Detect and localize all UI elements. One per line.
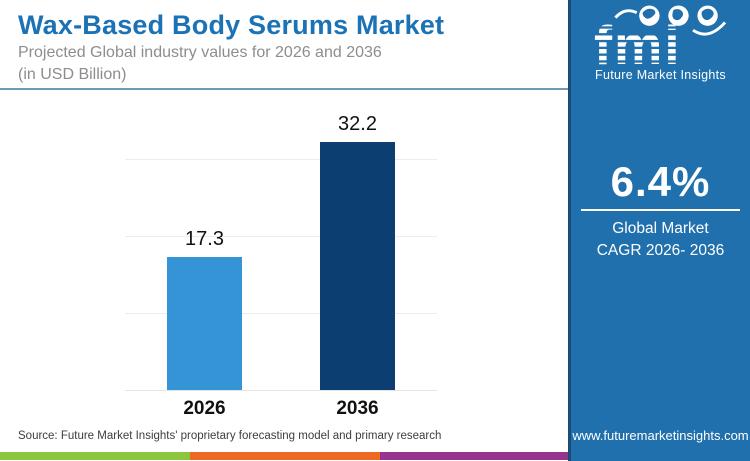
source-note: Source: Future Market Insights' propriet… <box>18 430 442 442</box>
bar-2026 <box>167 256 242 390</box>
logo-caption: Future Market Insights <box>595 68 726 82</box>
x-tick-label: 2026 <box>183 398 226 419</box>
bar-value-label: 32.2 <box>338 113 377 136</box>
header-divider <box>0 88 568 90</box>
cagr-divider <box>581 209 740 211</box>
website-link[interactable]: www.futuremarketinsights.com <box>572 428 749 443</box>
globe-europe-icon <box>667 5 689 26</box>
fmi-logo: fmi <box>571 4 750 75</box>
stripe-purple <box>380 452 568 460</box>
brand-sidebar: fmi <box>568 0 750 461</box>
x-tick-label: 2036 <box>336 398 379 419</box>
chart-unit-note: (in USD Billion) <box>18 66 127 83</box>
stripe-orange <box>190 452 380 460</box>
f-curl <box>613 9 637 19</box>
gridline-20 <box>125 236 437 237</box>
chart-panel: Wax-Based Body Serums Market Projected G… <box>0 10 568 460</box>
cagr-value: 6.4% <box>610 158 711 205</box>
globe-asia-icon <box>696 5 718 26</box>
brand-stripe <box>0 452 568 460</box>
x-axis-line <box>125 390 437 391</box>
cagr-label: Global Market CAGR 2026- 2036 <box>571 218 750 263</box>
gridline-30 <box>125 159 437 160</box>
bar-chart: 17.3 2026 32.2 2036 <box>0 90 568 420</box>
fmi-logo-graphic: fmi <box>587 4 734 70</box>
page-title: Wax-Based Body Serums Market <box>18 10 445 40</box>
gridline-10 <box>125 313 437 314</box>
chart-subtitle: Projected Global industry values for 202… <box>18 44 382 61</box>
stripe-green <box>0 452 190 460</box>
cagr-label-line1: Global Market <box>612 220 709 237</box>
bar-value-label: 17.3 <box>185 227 224 250</box>
cagr-label-line2: CAGR 2026- 2036 <box>596 242 725 260</box>
i-swoosh <box>691 21 726 36</box>
bar-2036 <box>320 142 395 390</box>
globe-americas-icon <box>638 5 660 26</box>
